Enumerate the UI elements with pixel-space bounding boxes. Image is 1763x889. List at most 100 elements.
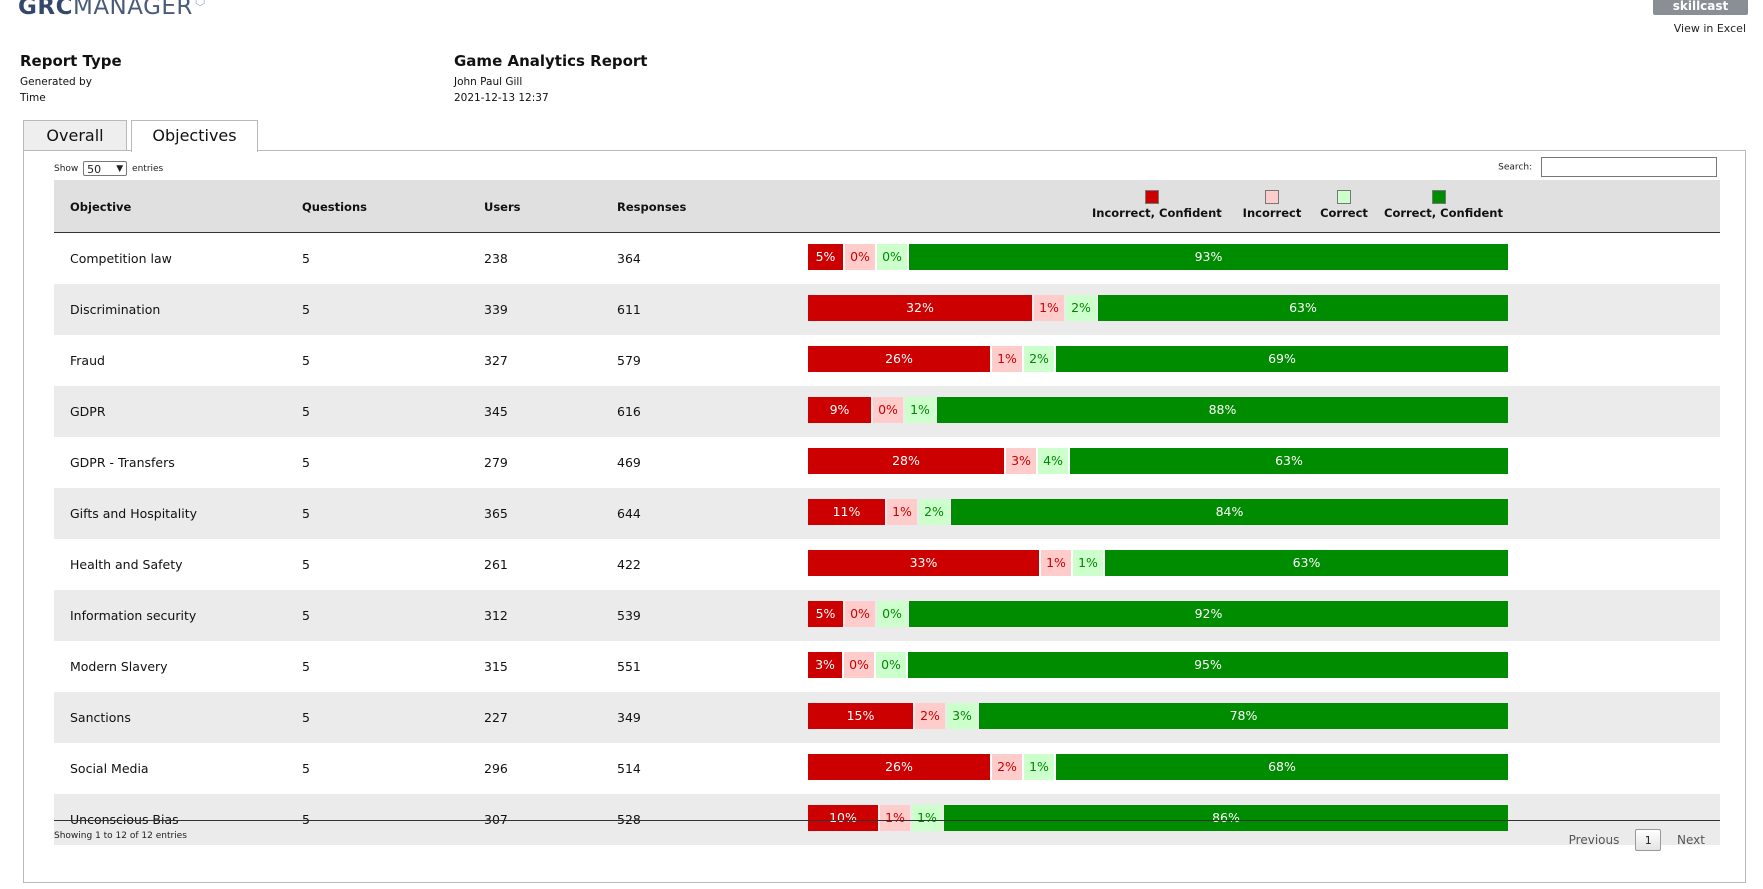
cell-responses: 616 [617, 404, 641, 419]
skillcast-logo: skillcast [1653, 0, 1748, 15]
bar-segment-correct-confident: 92% [909, 601, 1508, 627]
legend-correct: Correct [1316, 190, 1372, 220]
bar-segment-correct: 0% [876, 652, 906, 678]
table-header: Objective Questions Users Responses Inco… [54, 180, 1720, 233]
column-header-questions[interactable]: Questions [302, 200, 367, 214]
bar-segment-correct: 1% [905, 397, 935, 423]
response-breakdown-bar: 10% 1% 1% 86% [808, 805, 1508, 831]
cell-objective: Fraud [70, 353, 105, 368]
cell-users: 365 [484, 506, 508, 521]
bar-segment-incorrect-confident: 10% [808, 805, 878, 831]
bar-segment-incorrect: 1% [992, 346, 1022, 372]
entries-select[interactable]: 50 ▼ [83, 161, 128, 176]
column-header-responses[interactable]: Responses [617, 200, 687, 214]
cell-objective: GDPR - Transfers [70, 455, 175, 470]
bar-segment-correct-confident: 63% [1070, 448, 1508, 474]
column-header-users[interactable]: Users [484, 200, 521, 214]
report-meta-labels: Report Type Generated by Time [20, 52, 122, 106]
table-row: Modern Slavery 5 315 551 3% 0% 0% 95% [54, 641, 1720, 692]
cell-objective: Competition law [70, 251, 172, 266]
bar-segment-correct-confident: 84% [951, 499, 1508, 525]
cell-users: 307 [484, 812, 508, 827]
bar-segment-correct-confident: 78% [979, 703, 1508, 729]
legend-correct-confident: Correct, Confident [1384, 190, 1503, 220]
table-row: Discrimination 5 339 611 32% 1% 2% 63% [54, 284, 1720, 335]
tab-overall[interactable]: Overall [23, 120, 127, 150]
column-header-objective[interactable]: Objective [70, 200, 132, 214]
response-breakdown-bar: 5% 0% 0% 92% [808, 601, 1508, 627]
previous-button[interactable]: Previous [1568, 833, 1620, 847]
grc-manager-logo: GRCMANAGER ⬡ [18, 0, 206, 20]
bar-segment-correct: 0% [877, 244, 907, 270]
search-label: Search: [1498, 162, 1533, 173]
cell-users: 296 [484, 761, 508, 776]
bar-segment-incorrect-confident: 9% [808, 397, 871, 423]
bar-segment-correct-confident: 63% [1098, 295, 1508, 321]
response-breakdown-bar: 3% 0% 0% 95% [808, 652, 1508, 678]
table-row: Sanctions 5 227 349 15% 2% 3% 78% [54, 692, 1720, 743]
bar-segment-correct: 2% [1024, 346, 1054, 372]
cell-responses: 579 [617, 353, 641, 368]
bar-segment-incorrect-confident: 3% [808, 652, 842, 678]
response-breakdown-bar: 15% 2% 3% 78% [808, 703, 1508, 729]
cell-questions: 5 [302, 506, 310, 521]
cell-objective: Social Media [70, 761, 149, 776]
bar-segment-incorrect-confident: 26% [808, 346, 990, 372]
page-1-button[interactable]: 1 [1635, 829, 1662, 851]
bar-segment-correct: 0% [877, 601, 907, 627]
bar-segment-incorrect: 3% [1006, 448, 1036, 474]
bar-segment-correct: 4% [1038, 448, 1068, 474]
cell-users: 339 [484, 302, 508, 317]
time-value: 2021-12-13 12:37 [454, 92, 549, 104]
cell-users: 312 [484, 608, 508, 623]
bar-segment-incorrect-confident: 33% [808, 550, 1039, 576]
cell-users: 227 [484, 710, 508, 725]
view-in-excel-link[interactable]: View in Excel [1673, 22, 1746, 35]
bar-segment-incorrect: 0% [845, 244, 875, 270]
tab-objectives[interactable]: Objectives [131, 120, 258, 152]
cell-responses: 551 [617, 659, 641, 674]
table-row: GDPR 5 345 616 9% 0% 1% 88% [54, 386, 1720, 437]
bar-segment-incorrect: 1% [1034, 295, 1064, 321]
bar-segment-correct-confident: 63% [1105, 550, 1508, 576]
cell-objective: Modern Slavery [70, 659, 168, 674]
cell-objective: Unconscious Bias [70, 812, 179, 827]
bar-segment-correct-confident: 86% [944, 805, 1508, 831]
table-row: Gifts and Hospitality 5 365 644 11% 1% 2% 84% [54, 488, 1720, 539]
cell-responses: 611 [617, 302, 641, 317]
bar-segment-correct: 2% [1066, 295, 1096, 321]
legend-swatch [1337, 190, 1351, 204]
bar-segment-incorrect-confident: 5% [808, 244, 843, 270]
cell-questions: 5 [302, 455, 310, 470]
legend-swatch [1145, 190, 1159, 204]
cell-questions: 5 [302, 302, 310, 317]
objectives-panel: Show 50 ▼ entries Search: Objective Quest… [23, 150, 1746, 883]
logo-mark-icon: ⬡ [194, 0, 206, 8]
cell-objective: Gifts and Hospitality [70, 506, 197, 521]
next-button[interactable]: Next [1677, 833, 1705, 847]
response-breakdown-bar: 28% 3% 4% 63% [808, 448, 1508, 474]
bar-segment-correct-confident: 68% [1056, 754, 1508, 780]
cell-responses: 349 [617, 710, 641, 725]
bar-segment-incorrect: 0% [844, 652, 874, 678]
cell-objective: Discrimination [70, 302, 161, 317]
bar-segment-incorrect: 1% [1041, 550, 1071, 576]
bar-segment-incorrect-confident: 11% [808, 499, 885, 525]
bar-segment-correct-confident: 95% [908, 652, 1508, 678]
pagination: Previous 1 Next [1557, 829, 1705, 851]
cell-objective: Sanctions [70, 710, 131, 725]
search-input[interactable] [1541, 157, 1717, 177]
response-breakdown-bar: 11% 1% 2% 84% [808, 499, 1508, 525]
cell-users: 238 [484, 251, 508, 266]
cell-questions: 5 [302, 659, 310, 674]
bar-segment-incorrect: 2% [992, 754, 1022, 780]
legend-incorrect-confident: Incorrect, Confident [1092, 190, 1222, 220]
bar-segment-correct-confident: 69% [1056, 346, 1508, 372]
cell-questions: 5 [302, 251, 310, 266]
legend-incorrect: Incorrect [1240, 190, 1304, 220]
report-meta-values: Game Analytics Report John Paul Gill 202… [454, 52, 647, 106]
response-breakdown-bar: 5% 0% 0% 93% [808, 244, 1508, 270]
bar-segment-correct-confident: 93% [909, 244, 1508, 270]
cell-questions: 5 [302, 761, 310, 776]
table-row: GDPR - Transfers 5 279 469 28% 3% 4% 63% [54, 437, 1720, 488]
